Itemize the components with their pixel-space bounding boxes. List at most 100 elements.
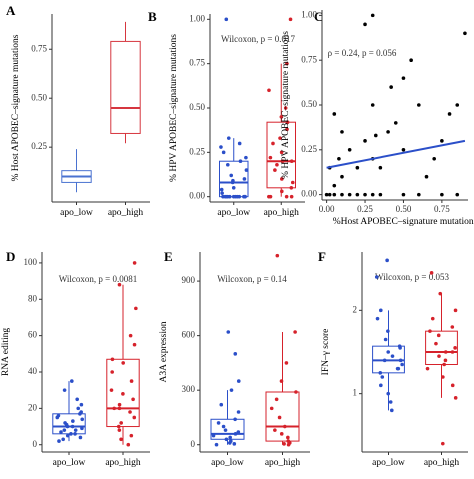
point bbox=[355, 192, 360, 197]
x-tick-label: apo_low bbox=[60, 208, 93, 218]
point bbox=[279, 432, 284, 436]
point bbox=[424, 174, 429, 179]
y-tick-label: 0.75 bbox=[301, 54, 317, 64]
point bbox=[378, 371, 383, 375]
point bbox=[61, 437, 65, 442]
x-tick-label: apo_high bbox=[265, 458, 301, 468]
point bbox=[417, 103, 421, 107]
y-tick-label: 0.00 bbox=[189, 191, 205, 201]
point bbox=[370, 13, 375, 18]
point bbox=[224, 194, 229, 199]
y-axis-label: RNA editing bbox=[1, 328, 11, 377]
point bbox=[438, 291, 443, 296]
point bbox=[71, 419, 75, 423]
point bbox=[244, 168, 249, 172]
y-tick-label: 0.75 bbox=[31, 43, 47, 53]
point bbox=[229, 173, 234, 178]
point bbox=[441, 375, 445, 379]
point bbox=[73, 432, 77, 436]
point bbox=[396, 366, 401, 371]
point bbox=[397, 344, 402, 348]
point bbox=[219, 187, 224, 192]
y-tick-label: 0.50 bbox=[189, 102, 205, 112]
point bbox=[211, 433, 216, 438]
y-tick-label: 60 bbox=[28, 330, 38, 340]
point bbox=[126, 442, 131, 447]
point bbox=[289, 194, 294, 199]
point bbox=[220, 191, 224, 195]
point bbox=[284, 194, 289, 199]
point bbox=[450, 350, 455, 354]
point bbox=[389, 85, 393, 89]
point bbox=[386, 350, 391, 354]
point bbox=[332, 183, 337, 188]
point bbox=[417, 192, 421, 197]
point bbox=[57, 439, 61, 443]
point bbox=[340, 174, 344, 179]
point bbox=[340, 192, 344, 197]
x-tick-label: 0.75 bbox=[434, 204, 450, 214]
point bbox=[442, 362, 446, 367]
point bbox=[373, 133, 378, 138]
y-tick-label: 100 bbox=[24, 257, 38, 267]
panel-label: A bbox=[6, 3, 16, 18]
point bbox=[80, 426, 84, 431]
box bbox=[110, 40, 141, 134]
point bbox=[450, 325, 455, 329]
point bbox=[440, 192, 444, 197]
y-tick-label: 0 bbox=[33, 439, 38, 449]
point bbox=[56, 413, 61, 418]
point bbox=[284, 361, 289, 365]
point bbox=[401, 148, 406, 152]
point bbox=[347, 148, 352, 152]
point bbox=[327, 192, 332, 197]
point bbox=[437, 354, 441, 358]
panel-label: F bbox=[318, 249, 326, 264]
point bbox=[443, 358, 448, 363]
y-tick-label: 0.75 bbox=[189, 58, 205, 68]
point bbox=[69, 432, 73, 436]
point bbox=[78, 435, 83, 440]
point bbox=[117, 406, 122, 411]
point bbox=[340, 130, 344, 134]
x-tick-label: apo_high bbox=[108, 208, 144, 218]
point bbox=[280, 189, 284, 194]
y-axis-label: % HPV APOBEC–signature mutations bbox=[169, 34, 179, 182]
point bbox=[226, 136, 231, 140]
point bbox=[428, 329, 432, 333]
point bbox=[374, 275, 379, 279]
point bbox=[453, 396, 458, 400]
point bbox=[332, 192, 337, 197]
x-tick-label: 0.00 bbox=[319, 204, 335, 214]
y-tick-label: 600 bbox=[182, 330, 196, 340]
point bbox=[269, 406, 274, 411]
point bbox=[79, 410, 83, 414]
point bbox=[425, 366, 430, 371]
point bbox=[228, 435, 232, 440]
point bbox=[355, 165, 360, 170]
point bbox=[401, 76, 406, 80]
point bbox=[221, 424, 226, 429]
point bbox=[132, 261, 137, 265]
point bbox=[378, 308, 383, 313]
point bbox=[283, 424, 287, 429]
y-tick-label: 0.25 bbox=[31, 141, 47, 151]
panel-label: E bbox=[164, 249, 173, 264]
point bbox=[244, 155, 248, 160]
y-tick-label: 40 bbox=[28, 366, 38, 376]
point bbox=[233, 417, 237, 422]
x-tick-label: apo_low bbox=[211, 458, 244, 468]
y-tick-label: 80 bbox=[28, 293, 38, 303]
point bbox=[432, 156, 436, 161]
point bbox=[233, 352, 238, 356]
point bbox=[62, 388, 67, 392]
point bbox=[119, 437, 123, 442]
fit-line bbox=[326, 139, 466, 169]
point bbox=[429, 271, 434, 275]
point bbox=[378, 165, 383, 170]
y-axis-label: A3A expression bbox=[159, 321, 169, 382]
point bbox=[70, 424, 75, 429]
point bbox=[370, 103, 375, 107]
point bbox=[237, 141, 242, 146]
point bbox=[216, 421, 221, 425]
